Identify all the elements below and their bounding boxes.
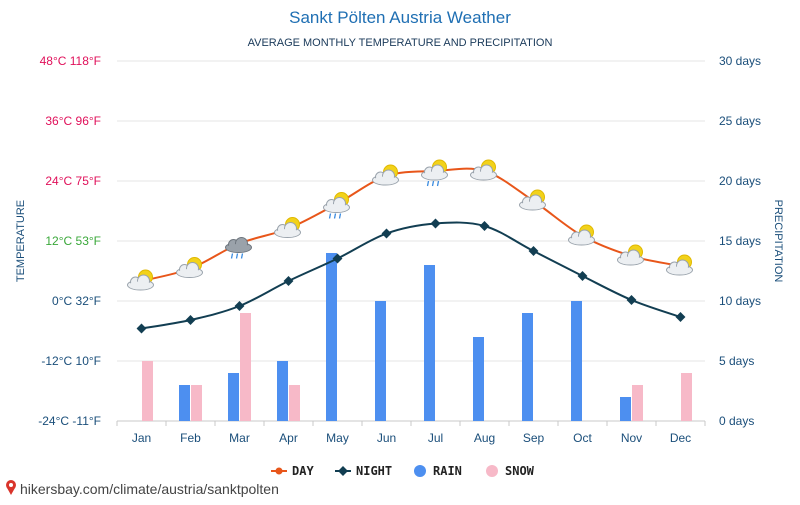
right-axis-title: PRECIPITATION	[772, 200, 784, 283]
night-point	[234, 301, 245, 311]
rain-bar	[522, 313, 533, 421]
x-tick-label: Feb	[180, 431, 201, 445]
night-point	[528, 246, 539, 256]
night-point	[283, 276, 294, 286]
snow-bar	[191, 385, 202, 421]
day-line	[141, 167, 681, 282]
x-tick-label: Mar	[229, 431, 250, 445]
rain-bar	[228, 373, 239, 421]
legend-swatch	[486, 465, 498, 477]
right-tick-label: 5 days	[719, 354, 754, 368]
left-tick-label: 48°C 118°F	[40, 54, 101, 68]
x-tick-label: Oct	[573, 431, 592, 445]
legend-label: SNOW	[505, 464, 535, 478]
legend-marker	[275, 467, 283, 475]
x-tick-label: Nov	[621, 431, 642, 445]
chart-title: Sankt Pölten Austria Weather	[289, 8, 511, 27]
x-tick-label: Sep	[523, 431, 545, 445]
night-line	[141, 221, 681, 330]
rain-bar	[620, 397, 631, 421]
night-point	[430, 218, 441, 229]
sun-cloud-icon	[372, 164, 399, 186]
x-tick-label: Aug	[474, 431, 495, 445]
sun-cloud-icon	[568, 224, 595, 246]
night-point	[381, 228, 392, 239]
sun-cloud-icon	[127, 269, 154, 291]
night-point	[577, 271, 588, 281]
left-tick-label: 0°C 32°F	[52, 294, 101, 308]
snow-bar	[289, 385, 300, 421]
rain-bar	[326, 253, 337, 421]
legend-item-rain[interactable]: RAIN	[414, 464, 462, 478]
night-point	[626, 295, 637, 305]
location-pin-icon	[6, 480, 16, 495]
legend-item-night[interactable]: NIGHT	[335, 464, 392, 478]
legend-marker	[338, 466, 348, 476]
right-tick-label: 30 days	[719, 54, 761, 68]
x-tick-label: Jun	[377, 431, 396, 445]
night-point	[675, 312, 686, 322]
rain-bar	[179, 385, 190, 421]
right-tick-label: 0 days	[719, 414, 754, 428]
sun-rain-cloud-icon	[421, 159, 448, 187]
rain-bar	[571, 301, 582, 421]
precipitation-bars	[142, 253, 692, 421]
legend-item-snow[interactable]: SNOW	[486, 464, 535, 478]
night-point	[479, 221, 490, 231]
gridlines	[116, 60, 706, 426]
night-point	[136, 323, 147, 334]
right-tick-label: 10 days	[719, 294, 761, 308]
legend-label: DAY	[292, 464, 314, 478]
left-tick-label: 36°C 96°F	[45, 114, 101, 128]
left-tick-label: -24°C -11°F	[38, 414, 101, 428]
source-link[interactable]: hikersbay.com/climate/austria/sanktpolte…	[20, 481, 279, 497]
snow-bar	[632, 385, 643, 421]
x-axis-ticks: Jan Feb Mar Apr May Jun Jul Aug Sep Oct Nov Dec	[132, 431, 691, 445]
rain-bar	[473, 337, 484, 421]
legend-item-day[interactable]: DAY	[271, 464, 314, 478]
x-tick-label: Jul	[428, 431, 443, 445]
weather-icons	[127, 159, 693, 291]
legend-label: RAIN	[433, 464, 462, 478]
legend-label: NIGHT	[356, 464, 392, 478]
sun-cloud-icon	[666, 254, 693, 276]
right-tick-label: 20 days	[719, 174, 761, 188]
right-axis-ticks: 30 days 25 days 20 days 15 days 10 days 5 day…	[719, 54, 761, 428]
sun-rain-cloud-icon	[323, 192, 350, 219]
x-tick-label: Dec	[670, 431, 691, 445]
sun-cloud-icon	[519, 189, 546, 211]
x-tick-label: Jan	[132, 431, 151, 445]
sun-cloud-icon	[617, 244, 644, 266]
left-tick-label: 12°C 53°F	[45, 234, 101, 248]
x-tick-label: Apr	[279, 431, 298, 445]
left-axis-ticks: 48°C 118°F 36°C 96°F 24°C 75°F 12°C 53°F 0°C…	[38, 54, 101, 428]
right-tick-label: 25 days	[719, 114, 761, 128]
snow-bar	[240, 313, 251, 421]
rain-bar	[277, 361, 288, 421]
sun-cloud-icon	[274, 217, 301, 238]
left-tick-label: -12°C 10°F	[41, 354, 101, 368]
snow-bar	[681, 373, 692, 421]
chart-subtitle: AVERAGE MONTHLY TEMPERATURE AND PRECIPIT…	[248, 37, 553, 49]
x-tick-label: May	[326, 431, 349, 445]
sun-cloud-icon	[176, 257, 203, 278]
legend-swatch	[414, 465, 426, 477]
snow-bar	[142, 361, 153, 421]
night-point	[185, 315, 196, 325]
temperature-lines	[136, 167, 686, 334]
sun-cloud-icon	[470, 159, 497, 181]
rain-bar	[375, 301, 386, 421]
rain-cloud-icon	[225, 237, 252, 259]
left-axis-title: TEMPERATURE	[15, 200, 27, 282]
legend: DAY NIGHT RAIN SNOW	[271, 464, 535, 478]
right-tick-label: 15 days	[719, 234, 761, 248]
left-tick-label: 24°C 75°F	[45, 174, 101, 188]
rain-bar	[424, 265, 435, 421]
source-footer[interactable]: hikersbay.com/climate/austria/sanktpolte…	[6, 480, 279, 497]
